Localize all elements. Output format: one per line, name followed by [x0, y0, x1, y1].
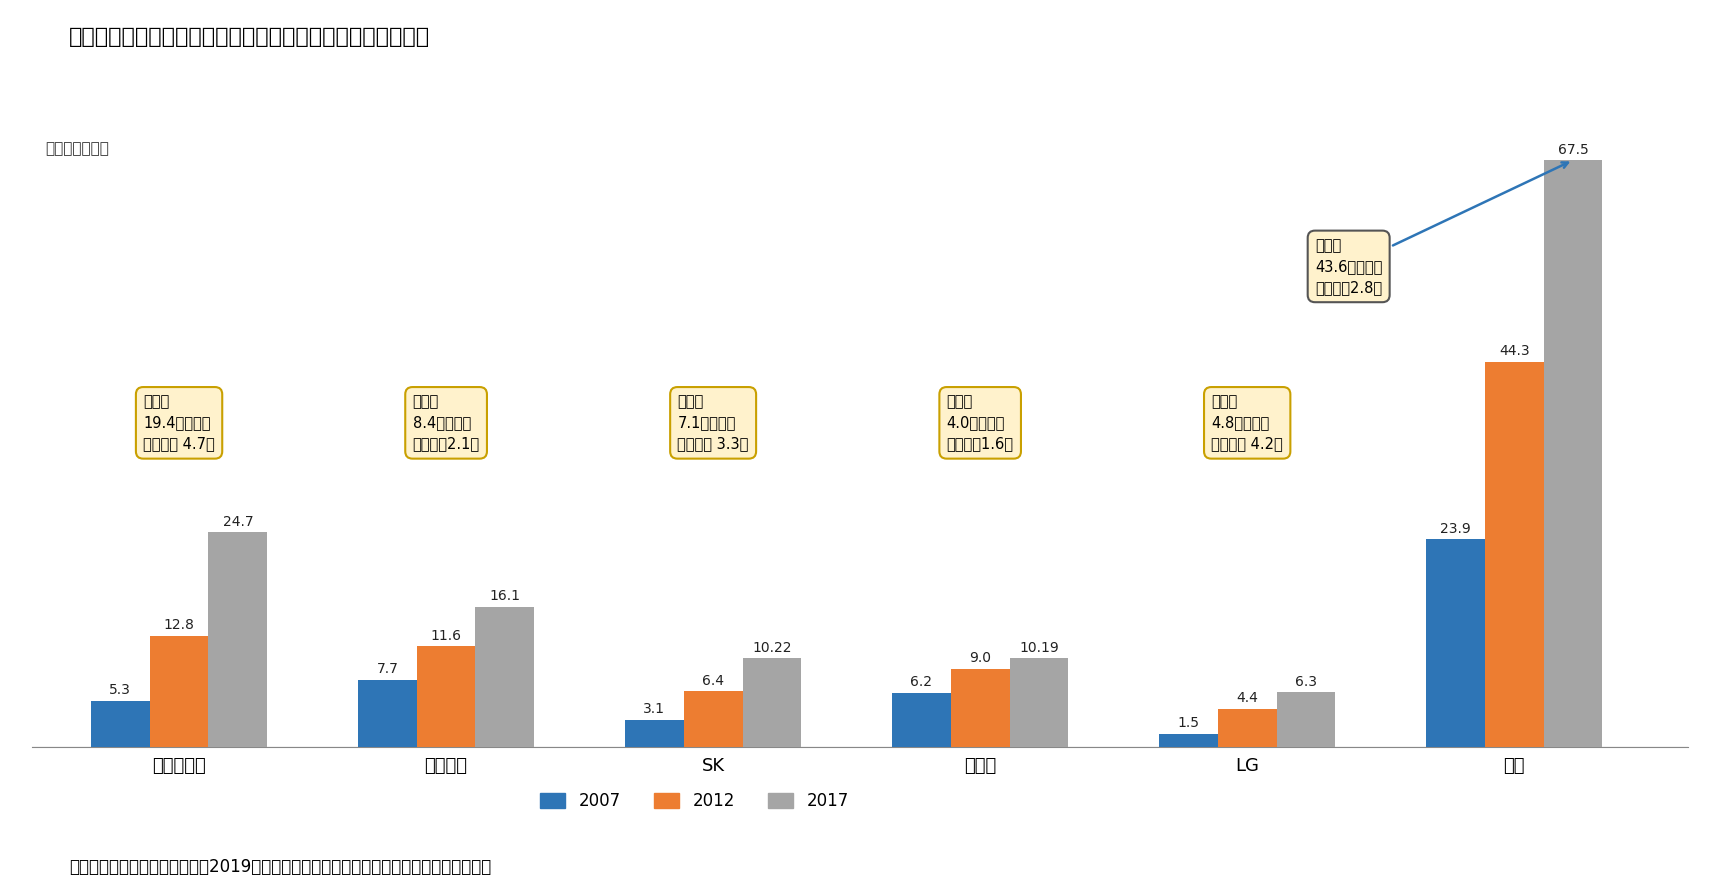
Bar	[893, 693, 951, 747]
Text: 9.0: 9.0	[968, 651, 991, 665]
Text: 増加額
8.4兆ウォン
増加倍数2.1倍: 増加額 8.4兆ウォン 増加倍数2.1倍	[413, 395, 480, 452]
Text: 67.5: 67.5	[1558, 143, 1588, 156]
Text: 1.5: 1.5	[1178, 717, 1199, 731]
Text: 単位：兆ウォン: 単位：兆ウォン	[45, 140, 110, 156]
Bar	[1010, 658, 1068, 747]
Bar	[624, 720, 685, 747]
Text: 増加額
43.6兆ウォン
増加倍数2.8倍: 増加額 43.6兆ウォン 増加倍数2.8倍	[1316, 163, 1569, 295]
Text: 増加額
19.4兆ウォン
増加倍数 4.7倍: 増加額 19.4兆ウォン 増加倍数 4.7倍	[143, 395, 215, 452]
Bar	[1484, 362, 1543, 747]
Text: 24.7: 24.7	[222, 515, 253, 529]
Bar	[951, 669, 1010, 747]
Text: 6.2: 6.2	[910, 676, 932, 690]
Bar	[91, 701, 150, 747]
Bar	[150, 636, 208, 747]
Bar	[416, 646, 475, 747]
Bar	[1543, 160, 1603, 747]
Text: 増加額
4.0兆ウォン
増加倍数1.6倍: 増加額 4.0兆ウォン 増加倍数1.6倍	[946, 395, 1013, 452]
Bar	[1159, 733, 1218, 747]
Text: 増加額
4.8兆ウォン
増加倍数 4.2倍: 増加額 4.8兆ウォン 増加倍数 4.2倍	[1211, 395, 1283, 452]
Legend: 2007, 2012, 2017: 2007, 2012, 2017	[533, 785, 855, 817]
Text: 3.1: 3.1	[643, 702, 666, 717]
Bar	[358, 680, 416, 747]
Bar	[1218, 709, 1276, 747]
Bar	[475, 607, 535, 747]
Bar	[743, 658, 802, 747]
Text: 図表１　５大グループが保有している土地の帳簿価格の推移: 図表１ ５大グループが保有している土地の帳簿価格の推移	[69, 27, 430, 46]
Text: 10.19: 10.19	[1018, 641, 1060, 655]
Text: 23.9: 23.9	[1440, 522, 1471, 536]
Text: 10.22: 10.22	[752, 641, 791, 654]
Text: 16.1: 16.1	[490, 589, 521, 604]
Text: 12.8: 12.8	[163, 618, 194, 632]
Text: 11.6: 11.6	[430, 629, 461, 643]
Bar	[208, 533, 267, 747]
Text: 44.3: 44.3	[1498, 344, 1529, 358]
Text: 資料）経済正義実践市民連合（2019）「５大財閥グループの土地資産実態調査記者会見」: 資料）経済正義実践市民連合（2019）「５大財閥グループの土地資産実態調査記者会…	[69, 858, 490, 876]
Bar	[685, 692, 743, 747]
Text: 6.4: 6.4	[702, 674, 724, 688]
Text: 4.4: 4.4	[1237, 691, 1257, 705]
Bar	[1276, 693, 1335, 747]
Bar	[1426, 539, 1484, 747]
Text: 5.3: 5.3	[110, 684, 131, 697]
Text: 増加額
7.1兆ウォン
増加倍数 3.3倍: 増加額 7.1兆ウォン 増加倍数 3.3倍	[678, 395, 748, 452]
Text: 6.3: 6.3	[1295, 675, 1318, 689]
Text: 7.7: 7.7	[377, 662, 399, 677]
